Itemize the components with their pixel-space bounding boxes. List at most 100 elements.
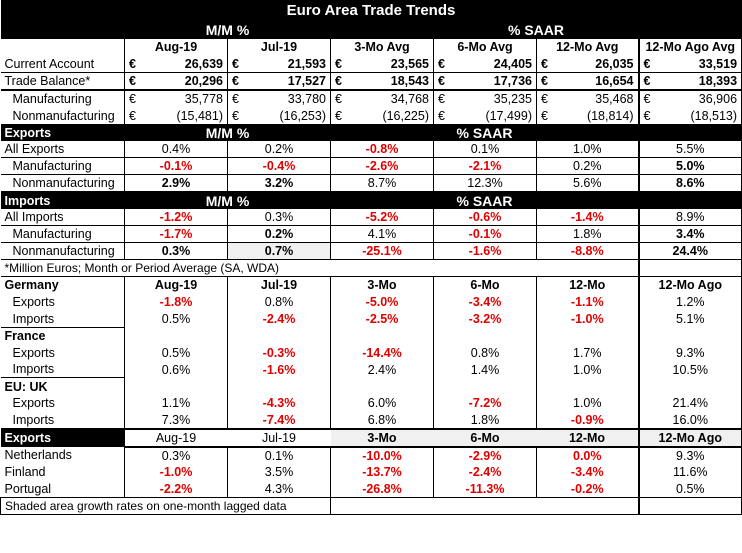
amount: 24,405: [493, 56, 532, 71]
footnote-row: Shaded area growth rates on one-month la…: [0, 497, 742, 516]
table-row: Current Account €26,639 €21,593 €23,565 €24,…: [0, 55, 742, 73]
value-cell: 12.3%: [433, 174, 537, 192]
table-row: Imports 7.3% -7.4% 6.8% 1.8% -0.9% 16.0%: [1, 411, 742, 429]
euro-sign: €: [335, 56, 342, 71]
amount: 36,906: [698, 92, 738, 107]
row-label: Manufacturing: [12, 159, 92, 174]
value-cell: €21,593: [227, 55, 331, 73]
value-cell: -13.7%: [330, 463, 434, 481]
page-title: Euro Area Trade Trends: [0, 0, 742, 22]
value-cell: -0.1%: [124, 157, 228, 175]
value-cell: 0.2%: [536, 157, 639, 175]
amount: 18,393: [698, 74, 738, 89]
table-row: Exports 0.5% -0.3% -14.4% 0.8% 1.7% 9.3%: [1, 344, 742, 362]
amount: 33,519: [698, 56, 738, 71]
value-cell: €33,519: [637, 55, 742, 73]
section-title: Exports: [4, 125, 52, 140]
value-cell: 1.0%: [536, 361, 639, 378]
amount: 23,565: [390, 56, 429, 71]
amount: (16,253): [279, 108, 326, 123]
column-header: [637, 327, 742, 345]
value-cell: 0.3%: [227, 208, 331, 226]
row-label: Imports: [12, 311, 55, 326]
value-cell: €16,654: [536, 72, 639, 91]
footnote: *Million Euros; Month or Period Average …: [0, 259, 331, 277]
value-cell: -7.4%: [227, 411, 331, 429]
euro-sign: €: [541, 56, 548, 71]
row-label: Exports: [12, 294, 55, 309]
table-row: Manufacturing €35,778 €33,780 €34,768 €35,23…: [1, 90, 742, 108]
value-cell: -2.4%: [227, 310, 331, 328]
mm-header: M/M %: [205, 124, 250, 141]
blank-cell: [637, 259, 742, 277]
value-cell: 5.5%: [637, 140, 742, 158]
amount: 16,654: [595, 74, 634, 89]
value-cell: -2.2%: [124, 480, 228, 498]
value-cell: €35,468: [536, 90, 639, 108]
column-header: [124, 327, 228, 345]
value-cell: 2.4%: [330, 361, 434, 378]
table-row: All Exports 0.4% 0.2% -0.8% 0.1% 1.0% 5.5%: [0, 140, 742, 158]
value-cell: -0.1%: [433, 225, 537, 243]
amount: (15,481): [176, 108, 223, 123]
table-row: Imports 0.5% -2.4% -2.5% -3.2% -1.0% 5.1%: [1, 310, 742, 328]
value-cell: -2.1%: [433, 157, 537, 175]
column-header: [330, 377, 434, 395]
column-header: [227, 377, 331, 395]
value-cell: €18,543: [330, 72, 434, 91]
column-header: 12-Mo Ago: [637, 276, 742, 294]
euro-sign: €: [129, 74, 136, 89]
section-header-row: Imports M/M % % SAAR: [0, 191, 742, 209]
section-header-row: Exports M/M % % SAAR: [0, 124, 742, 141]
table-row: Nonmanufacturing 2.9% 3.2% 8.7% 12.3% 5.6% 8.6…: [0, 174, 742, 192]
amount: 17,527: [287, 74, 326, 89]
column-header: [536, 377, 639, 395]
euro-sign: €: [335, 74, 342, 89]
section-header-row: Exports Aug-19 Jul-19 3-Mo 6-Mo 12-Mo 12-Mo Ag…: [0, 427, 742, 448]
column-header: 6-Mo: [433, 427, 537, 448]
value-cell: 1.4%: [433, 361, 537, 378]
value-cell: 5.1%: [637, 310, 742, 328]
value-cell: -3.4%: [536, 463, 639, 481]
value-cell: 0.3%: [124, 242, 228, 260]
euro-sign: €: [232, 92, 239, 107]
euro-sign: €: [643, 108, 651, 123]
column-header: [433, 377, 537, 395]
value-cell: €17,736: [433, 72, 537, 91]
value-cell: 0.5%: [637, 480, 742, 498]
blank-cell: [536, 497, 639, 516]
value-cell: 0.1%: [433, 140, 537, 158]
amount: 35,235: [493, 92, 532, 107]
table-row: Portugal -2.2% 4.3% -26.8% -11.3% -0.2% 0.5%: [1, 480, 742, 498]
table-row: Manufacturing -0.1% -0.4% -2.6% -2.1% 0.2% 5.0…: [0, 157, 742, 175]
row-label: Finland: [4, 465, 46, 480]
value-cell: 0.2%: [227, 225, 331, 243]
saar-header: % SAAR: [456, 124, 513, 141]
euro-sign: €: [438, 92, 445, 107]
amount: 18,543: [390, 74, 429, 89]
value-cell: -3.2%: [433, 310, 537, 328]
title-row: Euro Area Trade Trends: [0, 0, 742, 22]
amount: 21,593: [287, 56, 326, 71]
value-cell: -1.4%: [536, 208, 639, 226]
value-cell: -26.8%: [330, 480, 434, 498]
value-cell: 1.2%: [637, 293, 742, 311]
value-cell: € (17,499): [433, 107, 537, 125]
section-title: Imports: [4, 193, 51, 208]
euro-sign: €: [129, 92, 136, 107]
value-cell: -1.6%: [433, 242, 537, 260]
value-cell: 21.4%: [637, 394, 742, 412]
value-cell: 1.0%: [536, 140, 639, 158]
amount: 20,296: [184, 74, 223, 89]
row-label: Nonmanufacturing: [12, 244, 115, 259]
saar-header: % SAAR: [456, 192, 513, 209]
euro-sign: €: [643, 92, 651, 107]
euro-sign: €: [232, 74, 239, 89]
value-cell: -2.4%: [433, 463, 537, 481]
footnote: Shaded area growth rates on one-month la…: [0, 497, 331, 516]
value-cell: 1.8%: [433, 411, 537, 429]
table-row: Finland -1.0% 3.5% -13.7% -2.4% -3.4% 11.6%: [1, 463, 742, 481]
column-header: 12-Mo Ago Avg: [637, 38, 742, 56]
value-cell: €33,780: [227, 90, 331, 108]
euro-sign: €: [129, 108, 136, 123]
